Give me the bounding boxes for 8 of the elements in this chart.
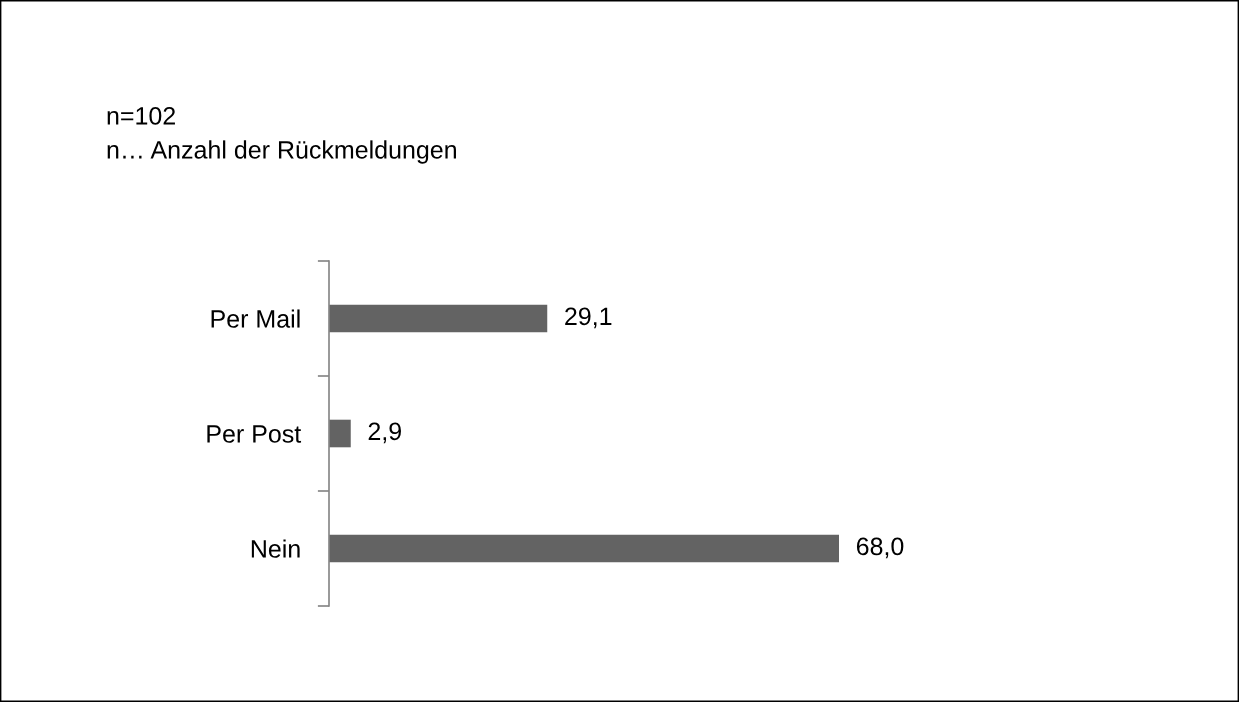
data-label: 68,0 [856,537,904,559]
text: n=102 [107,107,175,125]
text: n… Anzahl der Rückmeldungen [107,140,456,164]
data-label: 2,9 [368,422,401,444]
data-label: 29,1 [565,307,612,329]
y-tick-label: Nein [251,539,300,558]
y-tick-label: Per Mail [211,309,300,328]
y-tick-label: Per Post [207,425,302,443]
